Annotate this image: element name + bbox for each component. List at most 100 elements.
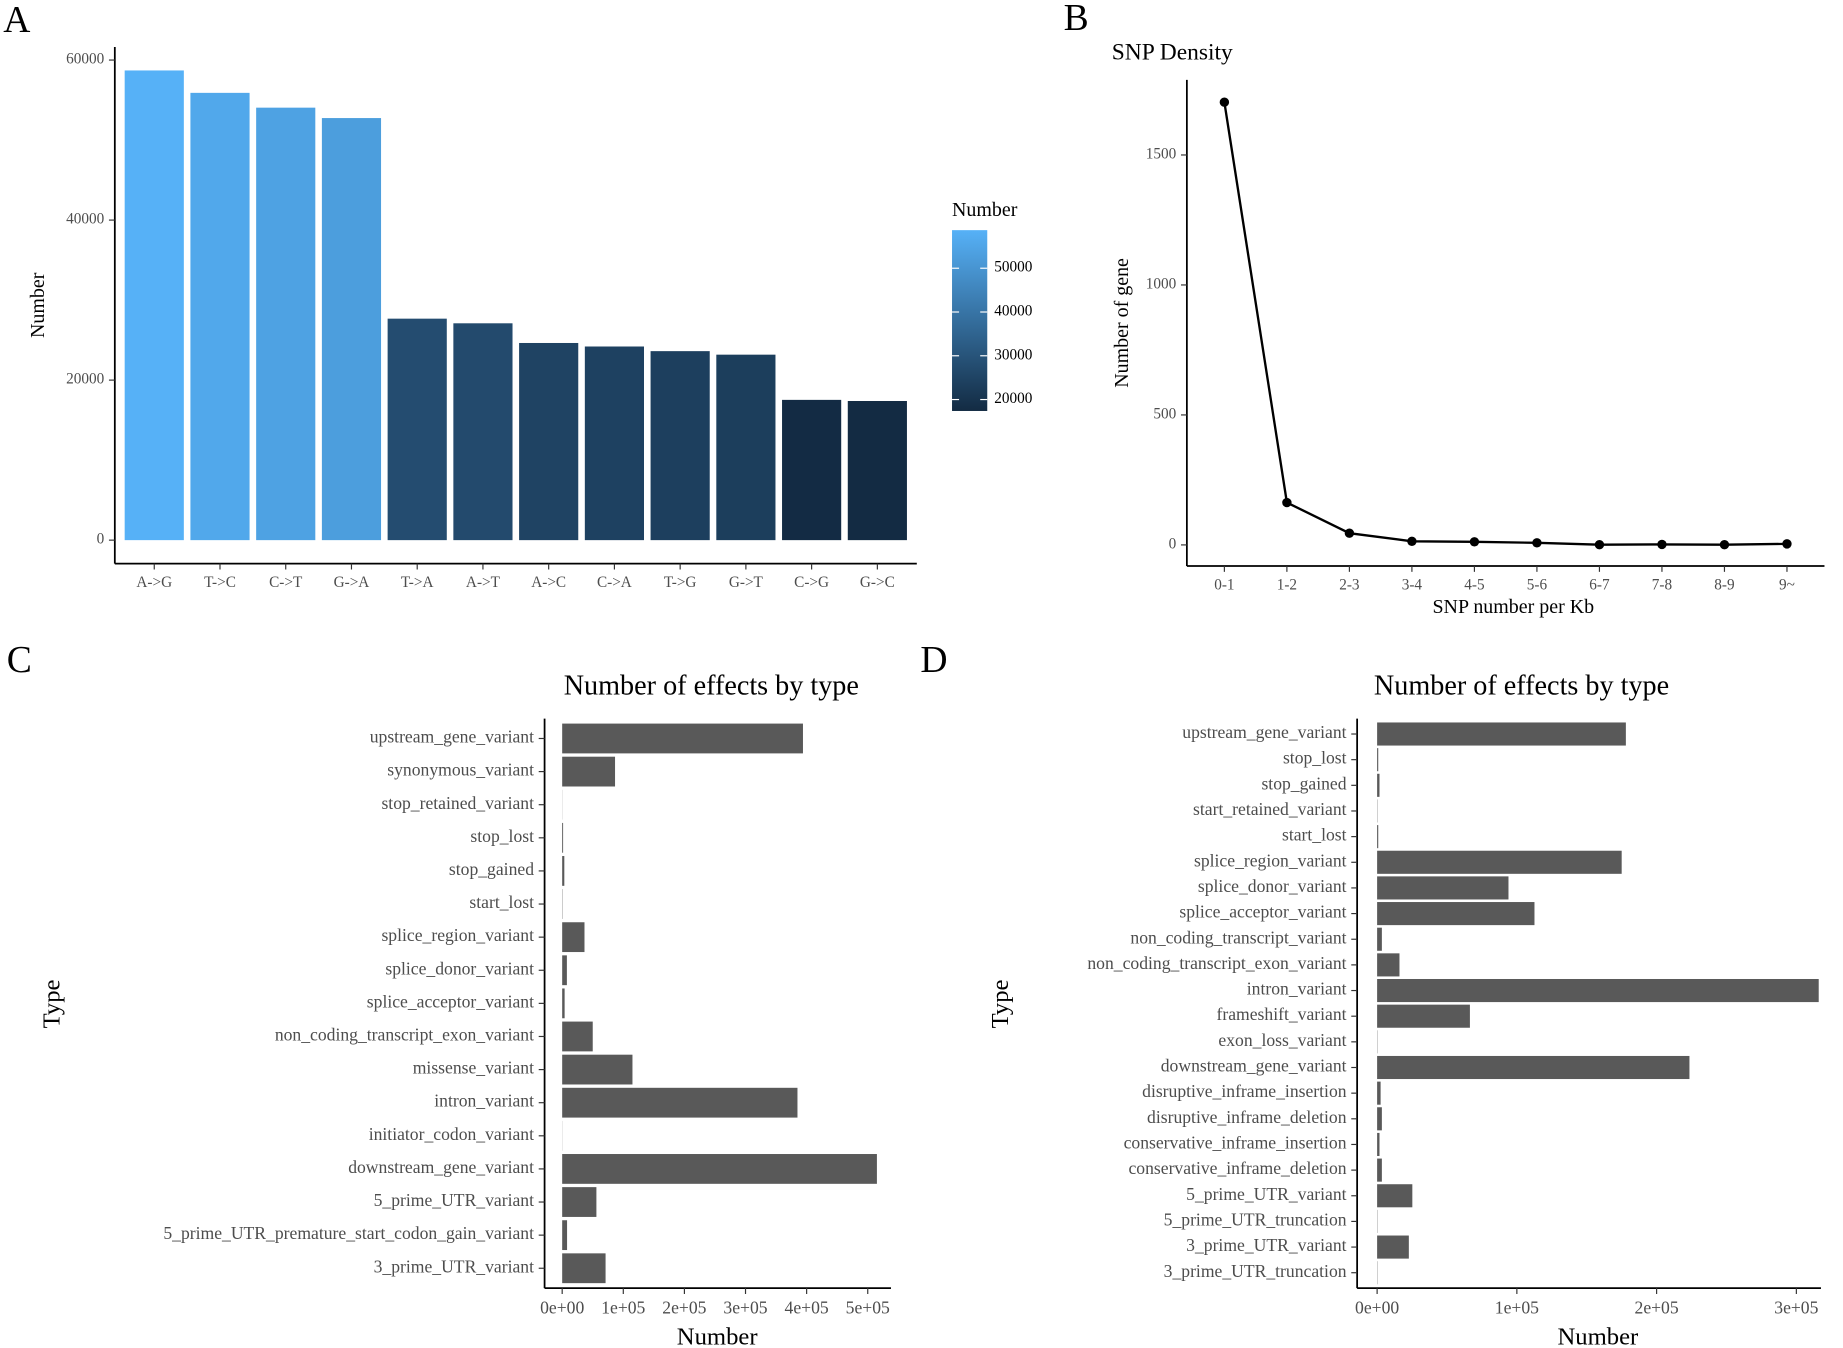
x-tick-label: 2e+05 (662, 1297, 706, 1317)
bar (1377, 978, 1819, 1003)
bar (1377, 1107, 1382, 1131)
bar (562, 856, 565, 886)
x-tick-label: C->G (794, 574, 829, 591)
legend-tick-label: 20000 (994, 390, 1033, 407)
x-tick-label: 3e+05 (723, 1297, 767, 1317)
x-tick-label: 1-2 (1277, 576, 1297, 593)
y-tick-label: 3_prime_UTR_truncation (1164, 1261, 1347, 1281)
y-tick-label: 5_prime_UTR_premature_start_codon_gain_v… (163, 1223, 534, 1243)
y-tick-label: stop_gained (1261, 773, 1346, 793)
point (1657, 539, 1667, 550)
y-axis-label: Type (38, 979, 65, 1028)
bar (453, 323, 513, 541)
line (1223, 102, 1787, 546)
y-tick-label: 3_prime_UTR_variant (1186, 1235, 1347, 1255)
y-tick-label: 60000 (66, 51, 105, 68)
x-tick-label: 3e+05 (1774, 1297, 1818, 1317)
x-tick-label: 0-1 (1214, 576, 1234, 593)
bar (256, 107, 316, 541)
y-axis-label: Number (27, 272, 49, 338)
x-tick-label: A->C (531, 574, 566, 591)
y-tick-label: 3_prime_UTR_variant (374, 1256, 535, 1276)
x-tick-label: A->T (466, 574, 501, 591)
y-tick-label: 0 (97, 531, 105, 548)
legend-title: Number (952, 199, 1018, 221)
y-tick-label: stop_lost (1283, 748, 1347, 768)
y-tick-label: start_lost (469, 892, 534, 912)
bar (1377, 773, 1380, 797)
x-tick-label: 5e+05 (846, 1297, 890, 1317)
point (1219, 97, 1230, 107)
y-tick-label: stop_retained_variant (381, 793, 534, 813)
bar (1377, 850, 1622, 874)
bar (1377, 1132, 1380, 1157)
x-tick-label: G->A (334, 574, 370, 591)
panel-label: D (920, 640, 947, 681)
bar (562, 1054, 633, 1085)
x-tick-label: 3-4 (1402, 576, 1423, 593)
bar (562, 723, 803, 754)
bar (190, 92, 250, 541)
y-tick-label: exon_loss_variant (1218, 1030, 1346, 1050)
y-tick-label: downstream_gene_variant (348, 1157, 534, 1177)
x-tick-label: 1e+05 (1495, 1297, 1539, 1317)
bar (562, 756, 616, 787)
point (1344, 528, 1355, 538)
x-tick-label: T->C (204, 574, 236, 591)
y-tick-label: conservative_inframe_insertion (1124, 1133, 1347, 1153)
x-tick-label: G->C (860, 574, 895, 591)
x-tick-label: 2e+05 (1635, 1297, 1679, 1317)
y-tick-label: synonymous_variant (387, 760, 534, 780)
y-axis-label: Type (987, 979, 1014, 1028)
y-tick-label: upstream_gene_variant (1182, 722, 1346, 742)
bar (1377, 748, 1379, 772)
bar (1377, 953, 1400, 977)
x-tick-label: A->G (136, 574, 172, 591)
y-tick-label: 1500 (1146, 145, 1177, 162)
x-tick-label: 0e+00 (1355, 1297, 1399, 1317)
legend-tick-label: 50000 (994, 259, 1033, 276)
y-tick-label: 20000 (66, 371, 105, 388)
y-tick-label: 5_prime_UTR_variant (374, 1190, 535, 1210)
bar (1377, 902, 1535, 926)
y-tick-label: non_coding_transcript_exon_variant (275, 1025, 534, 1045)
x-tick-label: 4-5 (1464, 576, 1485, 593)
bar (519, 342, 579, 541)
y-tick-label: frameshift_variant (1217, 1004, 1347, 1024)
x-tick-label: 0e+00 (540, 1297, 584, 1317)
y-tick-label: non_coding_transcript_exon_variant (1087, 953, 1346, 973)
y-tick-label: splice_region_variant (381, 925, 534, 945)
panel-label: B (1064, 0, 1089, 39)
y-tick-label: splice_donor_variant (385, 958, 534, 978)
y-tick-label: 5_prime_UTR_truncation (1164, 1209, 1347, 1229)
chart-title: SNP Density (1112, 39, 1233, 65)
x-tick-label: 2-3 (1339, 576, 1360, 593)
y-tick-label: stop_lost (470, 826, 534, 846)
bar (562, 1220, 568, 1251)
y-tick-label: stop_gained (449, 859, 534, 879)
bar (562, 922, 585, 953)
point (1469, 537, 1480, 547)
bar (650, 351, 710, 541)
y-tick-label: splice_donor_variant (1198, 876, 1347, 896)
point (1282, 497, 1292, 508)
x-axis-label: Number (1557, 1323, 1638, 1348)
bar (1377, 722, 1626, 746)
y-axis-label: Number of gene (1111, 258, 1133, 388)
bar (562, 1021, 593, 1052)
point (1782, 539, 1792, 549)
point (1407, 536, 1417, 546)
y-tick-label: non_coding_transcript_variant (1130, 927, 1346, 947)
bar (562, 1087, 798, 1118)
bar (1377, 1184, 1413, 1208)
x-tick-label: C->T (269, 574, 303, 591)
y-tick-label: intron_variant (1247, 979, 1347, 999)
y-tick-label: splice_acceptor_variant (367, 991, 534, 1011)
bar (562, 1154, 877, 1184)
bar (562, 1253, 606, 1284)
bar (1377, 1235, 1409, 1259)
bar (1377, 825, 1379, 849)
point (1594, 539, 1605, 550)
x-axis-label: Number (677, 1323, 758, 1348)
